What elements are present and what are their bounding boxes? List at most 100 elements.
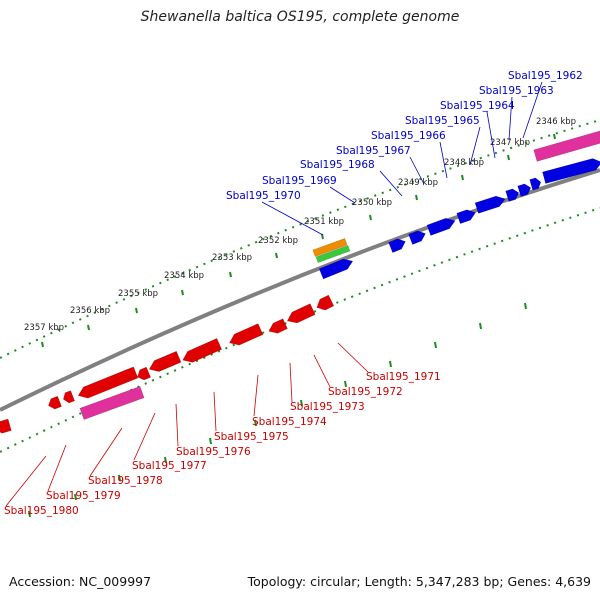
forward-gene-arrow bbox=[408, 230, 426, 245]
green-feature-bar bbox=[315, 245, 351, 263]
forward-gene-arrow bbox=[388, 238, 406, 253]
kbp-tick-mark bbox=[461, 174, 464, 181]
forward-gene-leader bbox=[261, 201, 324, 236]
pink-feature-bar bbox=[79, 386, 145, 420]
reverse-gene-label: Sbal195_1972 bbox=[328, 386, 403, 398]
reverse-gene-label: Sbal195_1979 bbox=[46, 490, 121, 502]
inner-tick-mark bbox=[209, 437, 212, 445]
kbp-tick-label: 2354 kbp bbox=[164, 271, 204, 281]
reverse-gene-label: Sbal195_1978 bbox=[88, 475, 163, 487]
reverse-gene-leader bbox=[253, 374, 259, 417]
inner-tick-mark bbox=[434, 341, 437, 349]
kbp-tick-label: 2355 kbp bbox=[118, 289, 158, 299]
accession-text: Accession: NC_009997 bbox=[9, 574, 152, 589]
reverse-gene-leader bbox=[289, 362, 293, 403]
forward-gene-label: Sbal195_1962 bbox=[508, 70, 583, 82]
forward-gene-label: Sbal195_1964 bbox=[440, 100, 515, 112]
forward-gene-label: Sbal195_1966 bbox=[371, 130, 446, 142]
reverse-gene-arrow bbox=[268, 318, 288, 334]
kbp-tick-label: 2351 kbp bbox=[304, 217, 344, 227]
kbp-tick-label: 2347 kbp bbox=[490, 138, 530, 148]
kbp-tick-mark bbox=[507, 154, 510, 161]
reverse-gene-label: Sbal195_1971 bbox=[366, 371, 441, 383]
reverse-gene-leader bbox=[337, 342, 369, 373]
forward-gene-arrow bbox=[456, 209, 476, 224]
reverse-gene-arrow bbox=[316, 294, 335, 311]
forward-gene-leader bbox=[409, 156, 425, 185]
kbp-tick-mark bbox=[181, 289, 184, 296]
forward-gene-arrow bbox=[542, 158, 600, 184]
reverse-gene-arrow bbox=[182, 338, 223, 363]
kbp-tick-label: 2346 kbp bbox=[536, 117, 576, 127]
forward-gene-label: Sbal195_1963 bbox=[479, 85, 554, 97]
reverse-gene-arrow bbox=[229, 323, 264, 346]
inner-tick-mark bbox=[164, 456, 167, 464]
inner-tick-mark bbox=[118, 474, 121, 482]
reverse-gene-leader bbox=[47, 444, 67, 492]
kbp-tick-mark bbox=[275, 252, 278, 259]
forward-gene-leader bbox=[329, 186, 356, 204]
forward-gene-label: Sbal195_1968 bbox=[300, 159, 375, 171]
forward-gene-arrow bbox=[529, 177, 542, 191]
topology-summary: Topology: circular; Length: 5,347,283 bp… bbox=[247, 574, 591, 589]
forward-gene-leader bbox=[508, 96, 513, 141]
orange-feature-bar bbox=[312, 238, 348, 257]
inner-tick-mark bbox=[524, 302, 527, 310]
kbp-tick-label: 2356 kbp bbox=[70, 306, 110, 316]
reverse-gene-label: Sbal195_1980 bbox=[4, 505, 79, 517]
reverse-gene-leader bbox=[5, 455, 47, 507]
reverse-gene-leader bbox=[89, 427, 123, 477]
inner-tick-mark bbox=[389, 360, 392, 368]
reverse-gene-label: Sbal195_1974 bbox=[252, 416, 327, 428]
forward-gene-leader bbox=[469, 126, 481, 166]
kbp-tick-label: 2350 kbp bbox=[352, 198, 392, 208]
forward-gene-label: Sbal195_1970 bbox=[226, 190, 301, 202]
reverse-gene-leader bbox=[175, 403, 179, 447]
inner-tick-mark bbox=[28, 510, 31, 518]
kbp-tick-mark bbox=[135, 307, 138, 314]
kbp-tick-mark bbox=[553, 133, 556, 140]
reverse-gene-arrow bbox=[148, 350, 182, 372]
reverse-gene-arrow bbox=[286, 303, 316, 324]
forward-gene-arrow bbox=[474, 195, 506, 214]
inner-tick-mark bbox=[479, 322, 482, 330]
reverse-gene-leader bbox=[213, 391, 217, 432]
inner-tick-mark bbox=[300, 399, 303, 407]
backbone-line bbox=[0, 168, 600, 412]
reverse-gene-arrow bbox=[77, 366, 139, 399]
map-title: Shewanella baltica OS195, complete genom… bbox=[140, 9, 460, 25]
reverse-gene-label: Sbal195_1976 bbox=[176, 446, 251, 458]
reverse-gene-leader bbox=[133, 412, 156, 461]
forward-gene-arrow bbox=[505, 188, 520, 202]
inner-tick-mark bbox=[344, 380, 347, 388]
kbp-tick-mark bbox=[369, 214, 372, 221]
forward-gene-arrow bbox=[426, 218, 456, 236]
forward-gene-leader bbox=[522, 81, 543, 139]
kbp-tick-mark bbox=[87, 324, 90, 331]
forward-gene-arrow bbox=[517, 183, 532, 197]
inner-tick-mark bbox=[254, 419, 257, 427]
kbp-tick-label: 2349 kbp bbox=[398, 178, 438, 188]
reverse-gene-arrow bbox=[0, 418, 12, 434]
reverse-gene-arrow bbox=[63, 390, 75, 404]
reverse-gene-label: Sbal195_1975 bbox=[214, 431, 289, 443]
kbp-tick-label: 2348 kbp bbox=[444, 158, 484, 168]
reverse-gene-label: Sbal195_1973 bbox=[290, 401, 365, 413]
forward-gene-arrow bbox=[318, 258, 354, 280]
reverse-gene-leader bbox=[313, 354, 331, 388]
reverse-gene-label: Sbal195_1977 bbox=[132, 460, 207, 472]
inner-tick-mark bbox=[74, 493, 77, 501]
forward-gene-leader bbox=[439, 141, 448, 179]
kbp-tick-mark bbox=[415, 194, 418, 201]
kbp-tick-label: 2352 kbp bbox=[258, 236, 298, 246]
kbp-tick-mark bbox=[41, 341, 44, 348]
reverse-gene-arrow bbox=[48, 395, 62, 410]
forward-gene-label: Sbal195_1965 bbox=[405, 115, 480, 127]
reverse-gene-arrow bbox=[137, 366, 151, 381]
kbp-tick-label: 2353 kbp bbox=[212, 253, 252, 263]
forward-gene-leader bbox=[379, 170, 403, 197]
outer-tick-ring bbox=[0, 119, 600, 359]
kbp-tick-mark bbox=[229, 271, 232, 278]
forward-gene-leader bbox=[486, 111, 496, 159]
